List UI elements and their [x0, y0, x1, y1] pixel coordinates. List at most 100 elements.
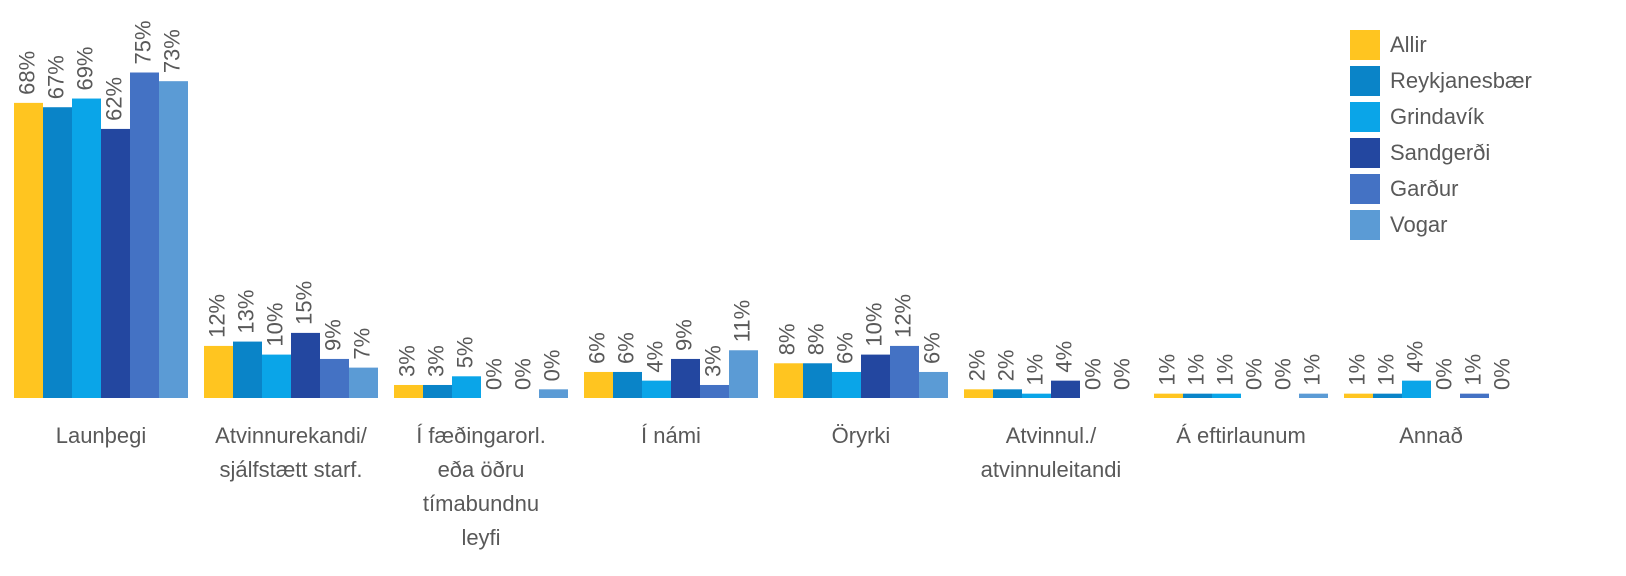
- bar: [1183, 393, 1212, 398]
- bar: [1344, 393, 1373, 398]
- legend-label: Vogar: [1390, 212, 1448, 237]
- bar: [642, 380, 671, 398]
- bar: [72, 98, 101, 398]
- bar: [14, 102, 43, 398]
- bar: [964, 389, 993, 398]
- value-label: 0%: [1489, 358, 1514, 390]
- bar: [1154, 393, 1183, 398]
- value-label: 12%: [890, 294, 915, 338]
- bar: [1051, 380, 1080, 398]
- value-label: 3%: [423, 345, 448, 377]
- bar: [204, 345, 233, 398]
- value-label: 2%: [993, 350, 1018, 382]
- bar: [1402, 380, 1431, 398]
- x-tick-label: Öryrki: [832, 423, 891, 448]
- x-tick-label: Launþegi: [56, 423, 147, 448]
- legend-swatch: [1350, 210, 1380, 240]
- value-label: 1%: [1344, 354, 1369, 386]
- value-label: 75%: [130, 20, 155, 64]
- bar: [729, 350, 758, 398]
- value-label: 0%: [1109, 358, 1134, 390]
- value-label: 73%: [159, 29, 184, 73]
- x-tick-label: sjálfstætt starf.: [219, 457, 362, 482]
- legend-swatch: [1350, 138, 1380, 168]
- value-label: 6%: [584, 332, 609, 364]
- bar: [861, 354, 890, 398]
- value-label: 11%: [729, 300, 754, 342]
- value-label: 0%: [481, 358, 506, 390]
- bar: [394, 384, 423, 398]
- bar: [919, 371, 948, 398]
- value-label: 6%: [613, 332, 638, 364]
- bar: [774, 363, 803, 398]
- bar: [101, 128, 130, 399]
- value-label: 4%: [1402, 341, 1427, 373]
- value-label: 69%: [72, 46, 97, 90]
- value-label: 68%: [14, 51, 39, 95]
- bar: [803, 363, 832, 398]
- bar: [320, 358, 349, 398]
- value-label: 0%: [1241, 358, 1266, 390]
- legend-label: Reykjanesbær: [1390, 68, 1532, 93]
- bar: [539, 389, 568, 398]
- legend-swatch: [1350, 174, 1380, 204]
- bar: [671, 358, 700, 398]
- bar: [1373, 393, 1402, 398]
- value-label: 15%: [291, 281, 316, 325]
- value-label: 7%: [349, 328, 374, 360]
- value-label: 1%: [1022, 354, 1047, 386]
- bar: [700, 384, 729, 398]
- value-label: 9%: [320, 319, 345, 351]
- value-label: 4%: [642, 341, 667, 373]
- value-label: 62%: [101, 77, 126, 121]
- x-tick-label: Á eftirlaunum: [1176, 423, 1306, 448]
- legend-label: Garður: [1390, 176, 1458, 201]
- value-label: 9%: [671, 319, 696, 351]
- value-label: 8%: [774, 323, 799, 355]
- value-label: 3%: [394, 345, 419, 377]
- value-label: 1%: [1212, 354, 1237, 386]
- value-label: 0%: [539, 350, 564, 382]
- bar: [130, 72, 159, 398]
- x-tick-label: leyfi: [461, 525, 500, 550]
- legend-label: Sandgerði: [1390, 140, 1490, 165]
- bar: [1460, 393, 1489, 398]
- bar: [584, 371, 613, 398]
- x-tick-label: atvinnuleitandi: [981, 457, 1122, 482]
- bar: [1022, 393, 1051, 398]
- legend-label: Allir: [1390, 32, 1427, 57]
- x-tick-label: Atvinnul./: [1006, 423, 1097, 448]
- legend-swatch: [1350, 102, 1380, 132]
- value-label: 13%: [233, 290, 258, 334]
- bar: [262, 354, 291, 398]
- x-tick-label: eða öðru: [438, 457, 525, 482]
- bar: [1212, 393, 1241, 398]
- value-label: 12%: [204, 294, 229, 338]
- value-label: 3%: [700, 345, 725, 377]
- value-label: 6%: [919, 332, 944, 364]
- x-tick-label: Atvinnurekandi/: [215, 423, 368, 448]
- bar: [890, 345, 919, 398]
- bar: [43, 107, 72, 398]
- bar: [423, 384, 452, 398]
- legend-swatch: [1350, 30, 1380, 60]
- x-tick-label: Í fæðingarorl.: [416, 423, 546, 448]
- bar: [349, 367, 378, 398]
- value-label: 1%: [1183, 354, 1208, 386]
- value-label: 1%: [1373, 354, 1398, 386]
- value-label: 8%: [803, 323, 828, 355]
- bar: [993, 389, 1022, 398]
- value-label: 67%: [43, 55, 68, 99]
- legend-label: Grindavík: [1390, 104, 1485, 129]
- value-label: 5%: [452, 337, 477, 369]
- bar: [1299, 393, 1328, 398]
- value-label: 0%: [510, 358, 535, 390]
- bar: [832, 371, 861, 398]
- bar: [159, 81, 188, 399]
- x-tick-label: Annað: [1399, 423, 1463, 448]
- legend-swatch: [1350, 66, 1380, 96]
- bar: [233, 341, 262, 398]
- value-label: 2%: [964, 350, 989, 382]
- bar: [613, 371, 642, 398]
